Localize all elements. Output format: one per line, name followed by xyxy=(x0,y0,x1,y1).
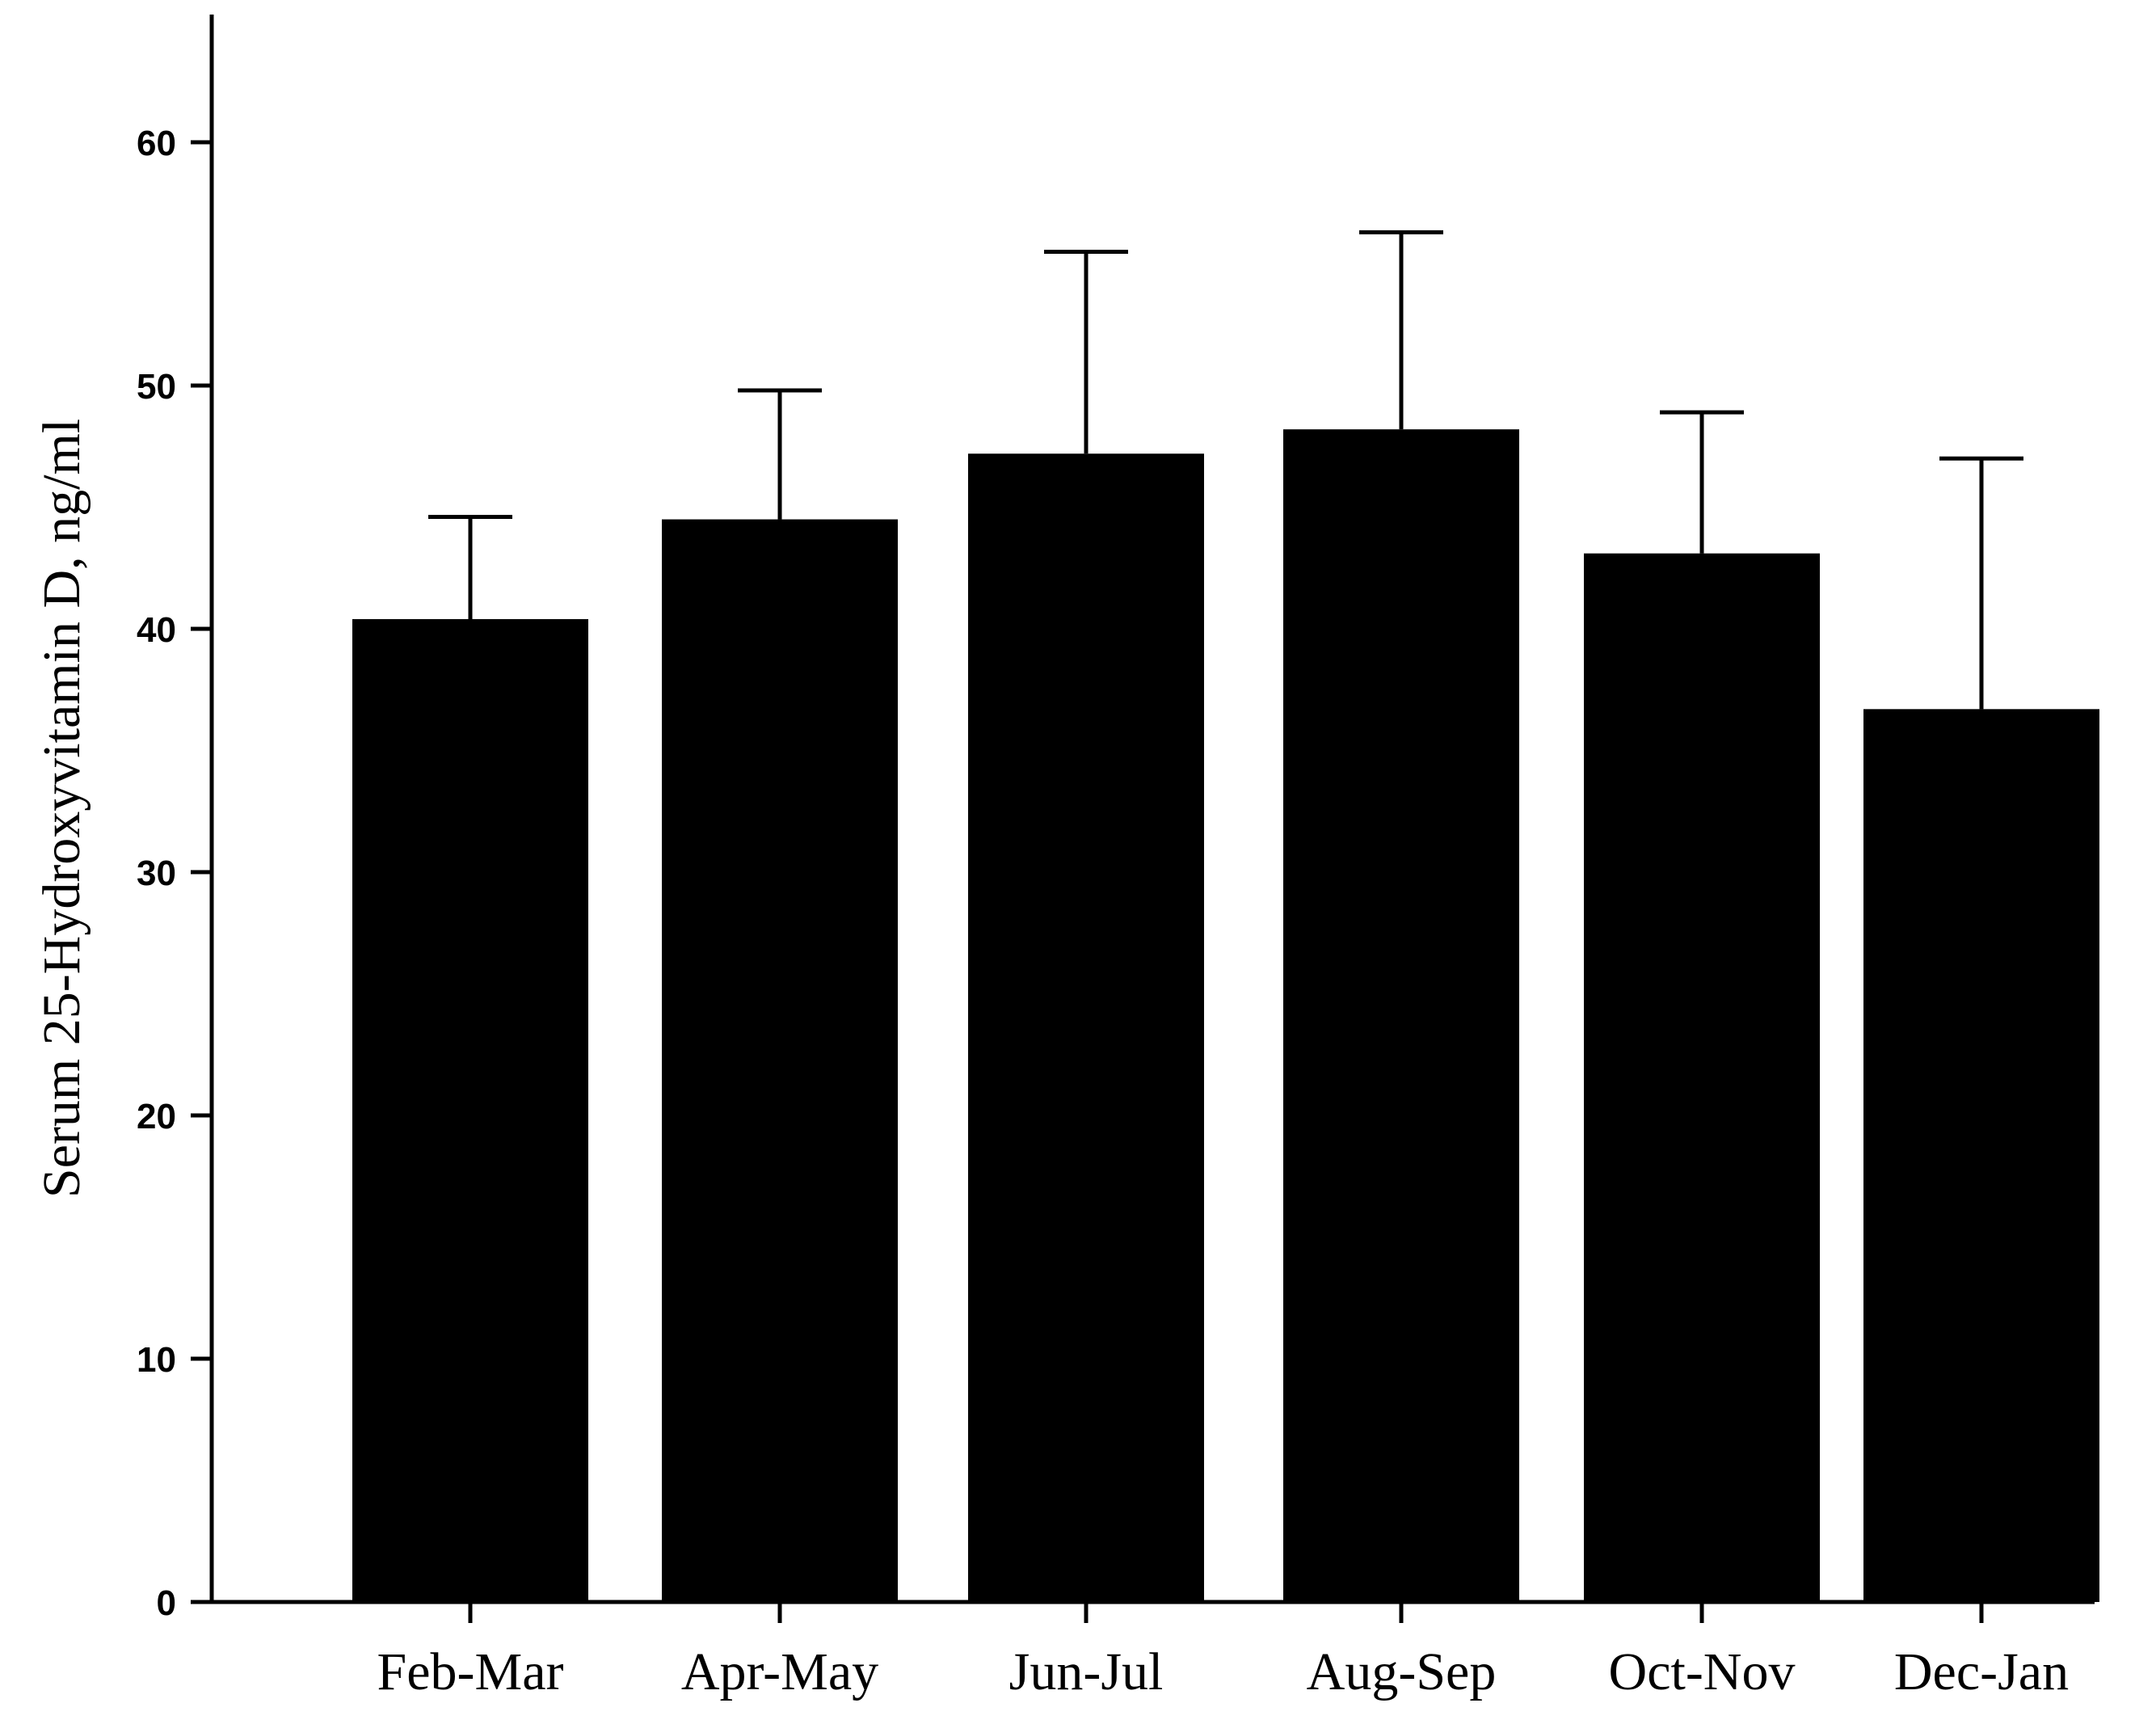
bar xyxy=(968,453,1204,1602)
x-tick-label: Apr-May xyxy=(681,1642,878,1701)
y-tick-label: 40 xyxy=(137,610,176,650)
bars xyxy=(352,429,2099,1603)
x-tick-label: Dec-Jan xyxy=(1894,1642,2069,1701)
y-ticks: 0 10 20 30 40 50 60 xyxy=(137,124,212,1623)
y-tick-label: 10 xyxy=(137,1340,176,1380)
error-bars xyxy=(428,230,2023,710)
y-tick-label: 0 xyxy=(157,1583,176,1623)
bar xyxy=(352,618,588,1603)
x-tick-label: Oct-Nov xyxy=(1609,1642,1796,1701)
bar xyxy=(1863,709,2099,1602)
bar xyxy=(1584,553,1820,1603)
y-tick-label: 50 xyxy=(137,367,176,407)
y-tick-label: 30 xyxy=(137,854,176,893)
x-ticks: Feb-Mar Apr-May Jun-Jul Aug-Sep Oct-Nov Dec-J… xyxy=(377,1602,2069,1701)
y-tick-label: 60 xyxy=(137,124,176,163)
bar xyxy=(1283,429,1519,1603)
y-axis-label: Serum 25-Hydroxyvitamin D, ng/ml xyxy=(32,419,91,1198)
y-tick-label: 20 xyxy=(137,1097,176,1136)
x-tick-label: Jun-Jul xyxy=(1009,1642,1164,1701)
bar xyxy=(662,519,898,1602)
x-tick-label: Feb-Mar xyxy=(377,1642,564,1701)
x-tick-label: Aug-Sep xyxy=(1307,1642,1497,1701)
